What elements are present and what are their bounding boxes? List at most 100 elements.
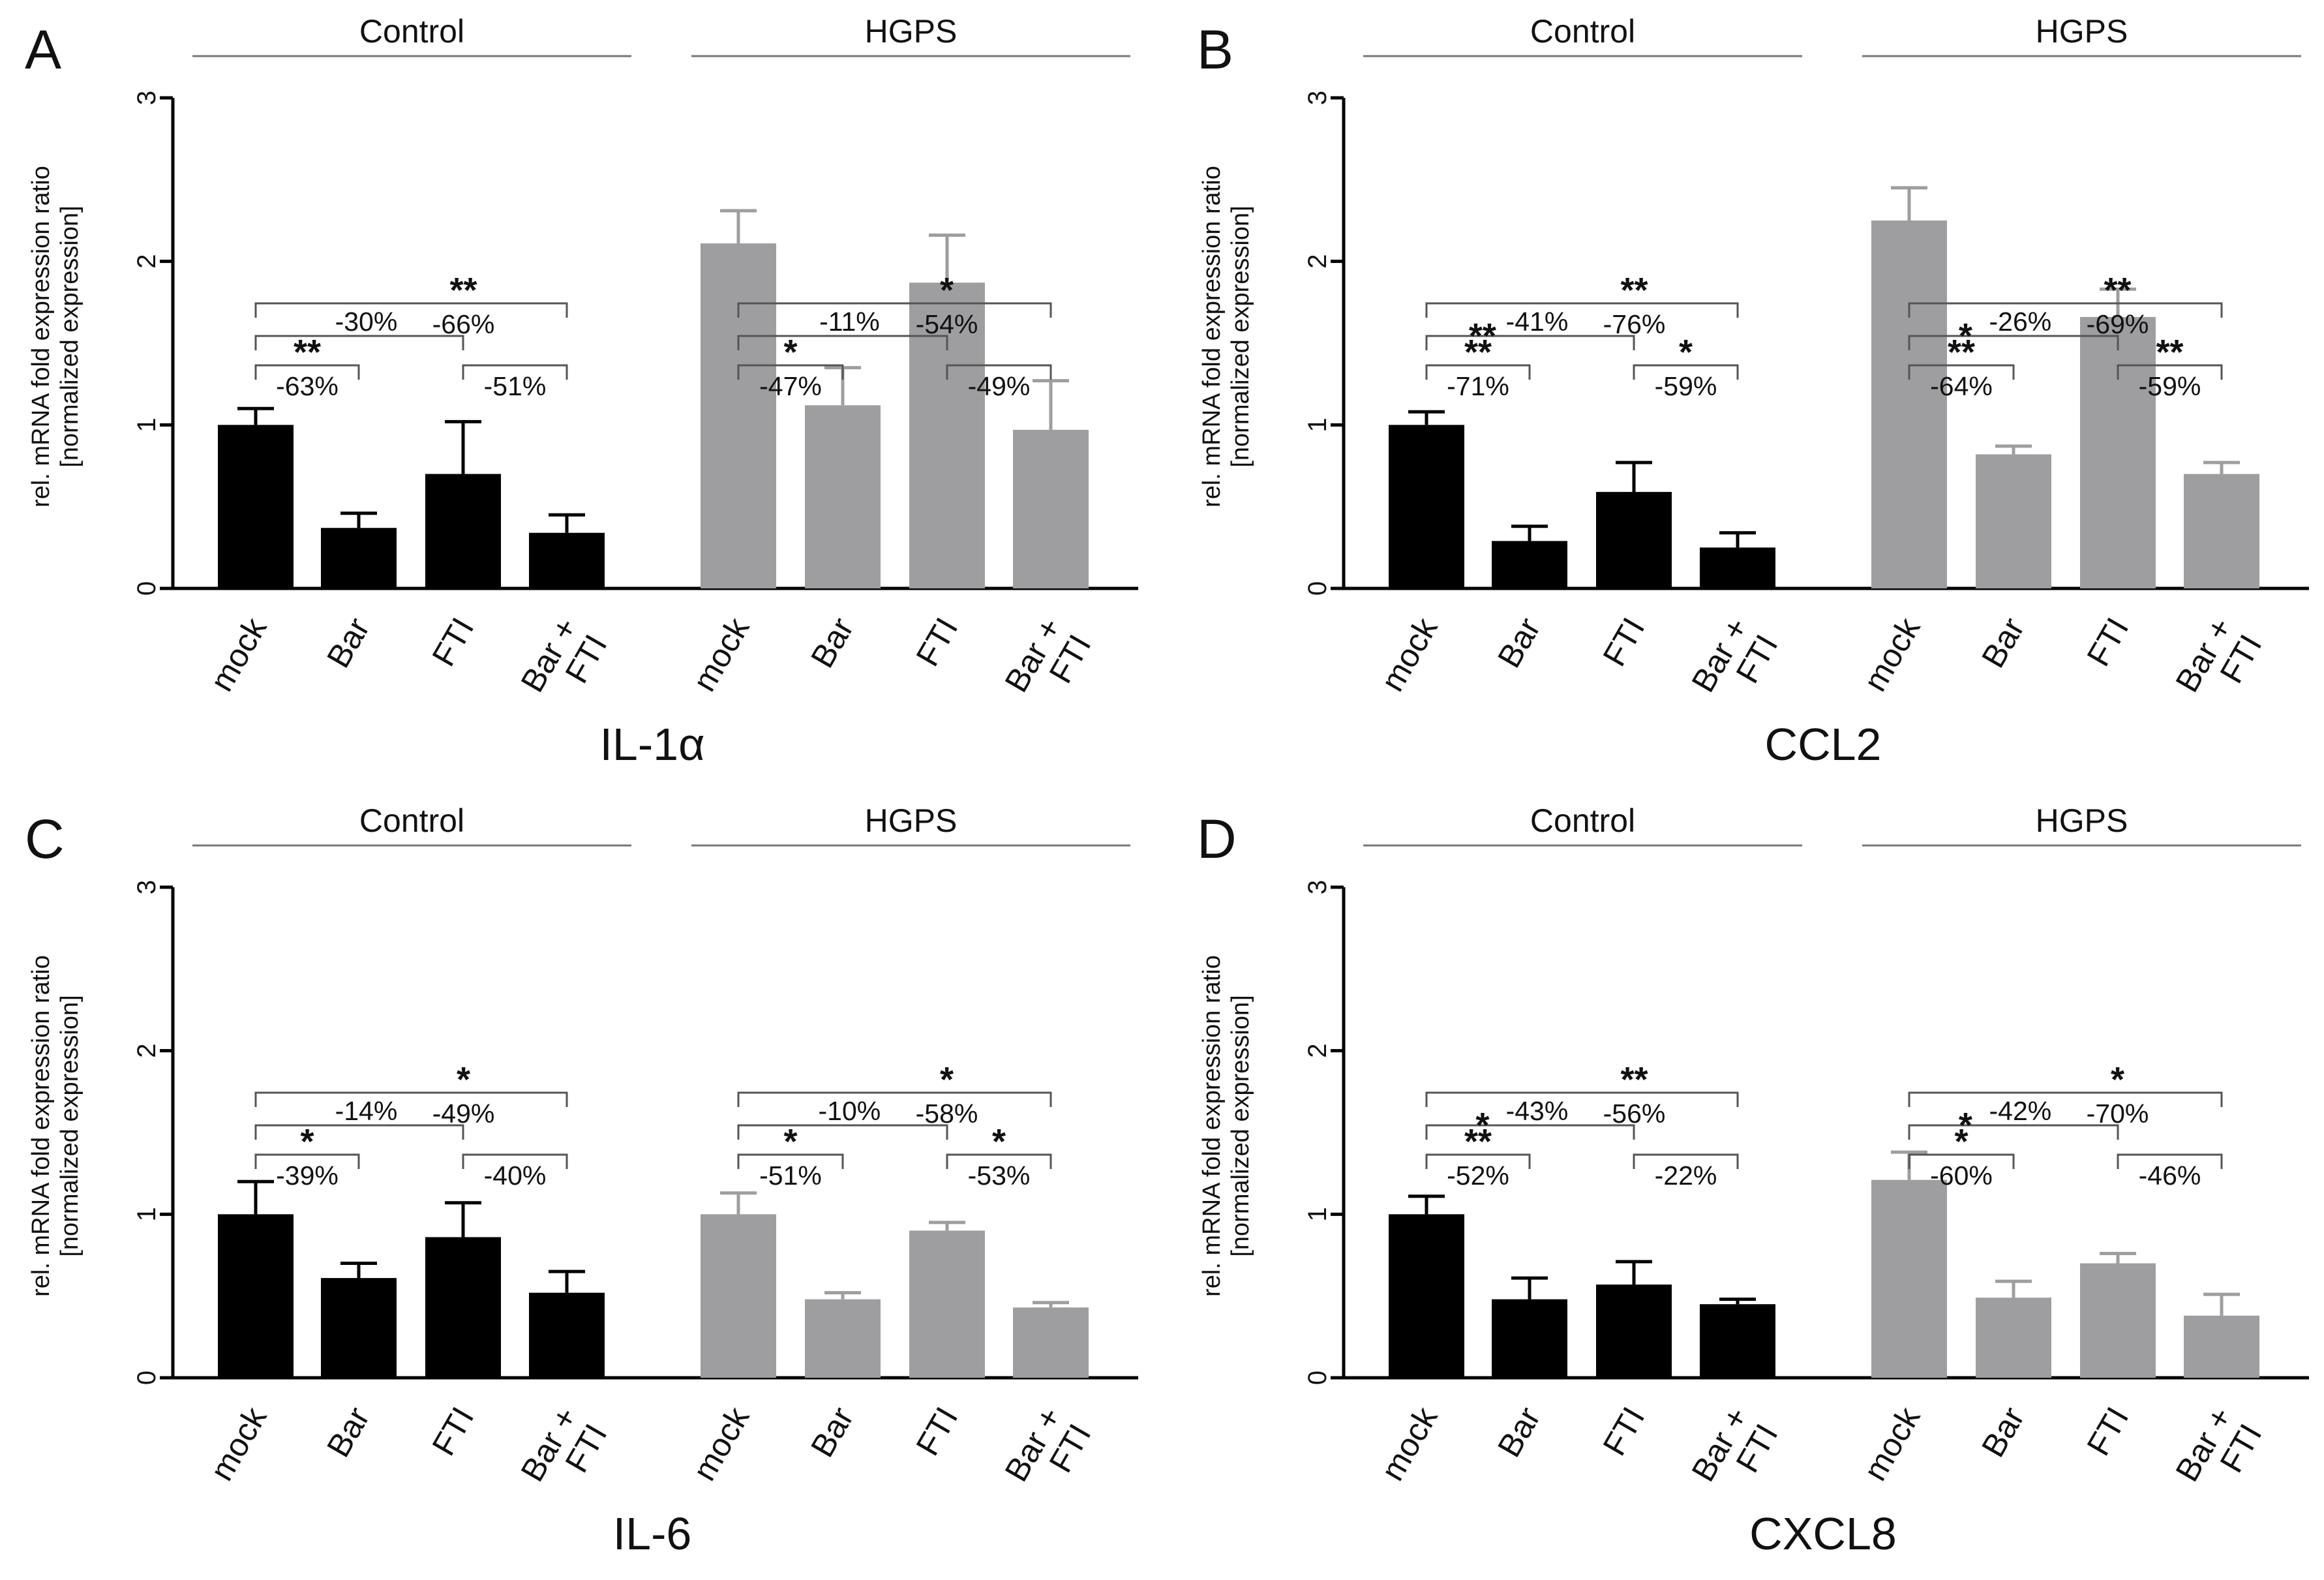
- category-label-line: mock: [203, 611, 274, 697]
- significance-stars: **: [2156, 333, 2183, 372]
- significance-stars: *: [1954, 1122, 1968, 1161]
- bar: [1596, 492, 1672, 588]
- y-tick-label: 2: [132, 1044, 161, 1058]
- significance-stars: **: [1464, 333, 1492, 372]
- percent-change-label: -69%: [2087, 309, 2149, 339]
- y-axis-label-line: rel. mRNA fold expression ratio: [1198, 166, 1226, 508]
- bar: [1389, 1214, 1464, 1378]
- percent-change-label: -76%: [1603, 309, 1666, 339]
- y-tick-label: 3: [1303, 880, 1332, 894]
- percent-change-label: -54%: [916, 309, 978, 339]
- category-label-line: mock: [686, 1401, 757, 1487]
- bar: [701, 243, 776, 588]
- bar: [218, 1214, 294, 1378]
- gene-label: CCL2: [1765, 719, 1882, 770]
- significance-stars: *: [783, 1122, 797, 1161]
- group-label: HGPS: [865, 802, 958, 839]
- bar: [1871, 1179, 1947, 1378]
- y-axis-label: rel. mRNA fold expression ratio[normaliz…: [1198, 166, 1254, 508]
- percent-change-label: -40%: [484, 1161, 547, 1191]
- significance-stars: *: [1959, 316, 1972, 356]
- bar: [2080, 1263, 2156, 1378]
- chart-panel-a: A Control HGPS 0 1 2 3 rel. mRNA fold expressio…: [25, 13, 1138, 770]
- percent-change-label: -30%: [335, 307, 398, 337]
- category-label: Bar +FTI: [2169, 1401, 2269, 1505]
- bar: [1013, 1307, 1089, 1378]
- significance-stars: *: [457, 1060, 470, 1099]
- bar: [1013, 429, 1089, 588]
- percent-change-label: -41%: [1506, 307, 1569, 337]
- category-label: Bar: [804, 1401, 860, 1463]
- y-tick-label: 3: [1303, 91, 1332, 105]
- bar: [1871, 220, 1947, 588]
- category-label-line: Bar: [804, 1401, 860, 1463]
- gene-label: IL-6: [613, 1508, 692, 1559]
- significance-bracket: [1425, 1091, 1739, 1107]
- y-axis-label-line: [normalized expression]: [1227, 995, 1254, 1256]
- category-label: FTI: [2080, 612, 2136, 673]
- significance-bracket: [2117, 364, 2223, 380]
- significance-bracket: [1908, 1091, 2223, 1107]
- significance-stars: **: [1464, 1122, 1492, 1161]
- category-label: Bar +FTI: [998, 612, 1098, 716]
- significance-stars: *: [992, 1122, 1006, 1161]
- category-label-line: FTI: [909, 612, 965, 673]
- bar: [1976, 454, 2051, 588]
- significance-stars: *: [1475, 1106, 1489, 1145]
- bar: [529, 532, 605, 588]
- percent-change-label: -64%: [1930, 371, 1993, 401]
- bar: [1700, 547, 1775, 588]
- category-label: Bar +FTI: [514, 1401, 614, 1505]
- significance-bracket: [2117, 1153, 2223, 1169]
- category-label-line: Bar: [804, 612, 860, 674]
- bar: [2184, 1315, 2259, 1378]
- bar: [909, 1230, 985, 1378]
- percent-change-label: -51%: [759, 1161, 822, 1191]
- significance-stars: *: [783, 333, 797, 372]
- group-label: HGPS: [2036, 13, 2128, 50]
- percent-change-label: -43%: [1506, 1096, 1569, 1126]
- y-tick-label: 2: [132, 254, 161, 269]
- significance-bracket: [946, 364, 1052, 380]
- category-label-line: Bar: [320, 612, 376, 674]
- category-label-line: FTI: [1596, 612, 1652, 673]
- significance-bracket: [1908, 335, 2119, 350]
- significance-bracket: [462, 364, 568, 380]
- percent-change-label: -42%: [1989, 1096, 2052, 1126]
- category-label-line: Bar: [1490, 612, 1547, 674]
- percent-change-label: -70%: [2087, 1099, 2149, 1129]
- bar: [909, 282, 985, 588]
- bar: [1389, 425, 1464, 588]
- panel-letter: D: [1197, 808, 1237, 870]
- panel-letter: B: [1197, 19, 1233, 80]
- group-label: HGPS: [2036, 802, 2128, 839]
- percent-change-label: -63%: [276, 371, 339, 401]
- significance-bracket: [254, 1091, 568, 1107]
- percent-change-label: -71%: [1447, 371, 1509, 401]
- bar: [805, 405, 881, 588]
- category-label: mock: [686, 1401, 757, 1487]
- y-tick-label: 0: [1303, 1371, 1332, 1385]
- percent-change-label: -26%: [1989, 307, 2052, 337]
- category-label-line: mock: [1374, 1401, 1445, 1487]
- category-label: mock: [686, 611, 757, 697]
- category-label: FTI: [1596, 612, 1652, 673]
- significance-bracket: [1425, 1153, 1531, 1169]
- y-axis-label: rel. mRNA fold expression ratio[normaliz…: [1198, 955, 1254, 1297]
- category-label-line: FTI: [2080, 1401, 2136, 1462]
- category-label: Bar: [804, 612, 860, 674]
- significance-bracket: [737, 302, 1052, 318]
- bar: [321, 1278, 397, 1378]
- significance-bracket: [254, 335, 464, 350]
- category-label-line: Bar: [1974, 1401, 2031, 1463]
- percent-change-label: -47%: [759, 371, 822, 401]
- percent-change-label: -53%: [968, 1161, 1031, 1191]
- category-label-line: FTI: [909, 1401, 965, 1462]
- category-label-line: FTI: [1596, 1401, 1652, 1462]
- significance-bracket: [1908, 1124, 2119, 1140]
- category-label: FTI: [1596, 1401, 1652, 1462]
- category-label-line: Bar: [320, 1401, 376, 1463]
- significance-stars: *: [1679, 333, 1693, 372]
- bar: [1976, 1298, 2051, 1378]
